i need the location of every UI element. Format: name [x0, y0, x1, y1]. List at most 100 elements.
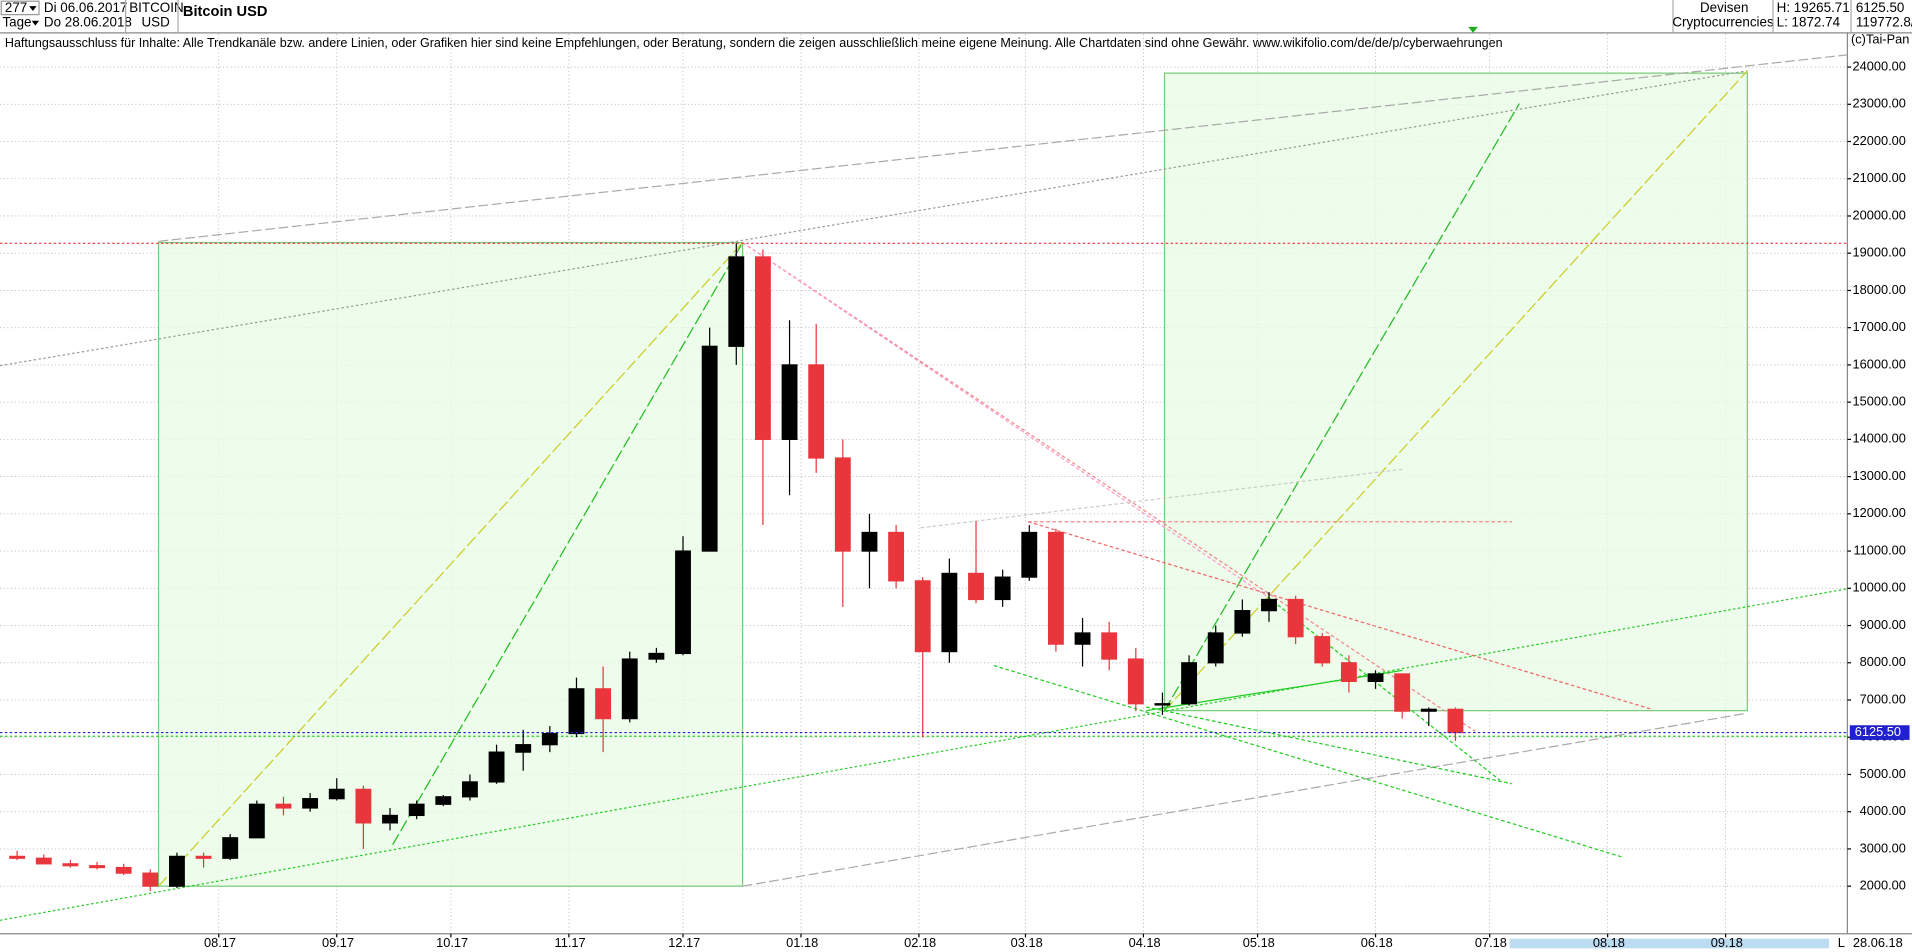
marker [1468, 26, 1478, 33]
candle-body [62, 863, 79, 867]
candle-body [888, 531, 905, 582]
disclaimer: Haftungsausschluss für Inhalte: Alle Tre… [5, 36, 1503, 50]
candle-body [941, 572, 958, 653]
candle-body [1181, 662, 1198, 705]
candle-body [914, 580, 931, 653]
copyright: (c)Tai-Pan [1851, 32, 1909, 47]
candle-body [1021, 531, 1038, 578]
candle-body [834, 457, 851, 552]
x-tick-label: 07.18 [1475, 935, 1507, 950]
candle-body [1287, 598, 1304, 638]
x-tick-label: 08.17 [204, 935, 236, 950]
trend-line [158, 54, 1848, 242]
trend-line [1163, 103, 1520, 711]
candle-body [861, 531, 878, 552]
candle-body [195, 855, 212, 859]
candle-body [1447, 708, 1464, 734]
y-tick-label: 11000.00 [1853, 542, 1905, 557]
candle-body [1394, 673, 1411, 712]
candle-body [515, 744, 532, 753]
y-tick-label: 21000.00 [1853, 170, 1906, 185]
trend-line [742, 712, 1748, 887]
candle-body [382, 814, 398, 824]
y-tick-label: 8000.00 [1860, 654, 1906, 669]
y-tick-label: 17000.00 [1853, 319, 1906, 334]
x-tick-label: 04.18 [1129, 935, 1161, 950]
candle-body [35, 857, 52, 865]
x-tick-label: 01.18 [786, 935, 818, 950]
last-price-box [1849, 725, 1910, 740]
candle-body [89, 865, 105, 869]
y-tick-label: 2000.00 [1860, 878, 1906, 893]
x-tick-label: 09.18 [1711, 935, 1743, 950]
candle-body [808, 364, 825, 459]
candle-body [115, 866, 132, 874]
y-tick-label: 4000.00 [1860, 803, 1906, 818]
candle-body [1047, 531, 1064, 645]
period[interactable]: Tage [2, 15, 31, 30]
dropdown-icon [31, 20, 40, 26]
candle-body [408, 803, 425, 817]
candle-body [9, 855, 26, 859]
y-tick-label: 12000.00 [1853, 505, 1906, 520]
candle-body [1420, 708, 1437, 712]
y-tick-label: 10000.00 [1853, 580, 1906, 595]
x-tick-label: 05.18 [1243, 935, 1275, 950]
candle-body [1154, 703, 1171, 706]
end-date: 28.06.18 [1853, 935, 1903, 950]
trend-line [1267, 596, 1501, 781]
y-tick-label: 14000.00 [1853, 431, 1906, 446]
trend-line [1027, 521, 1653, 711]
x-tick-label: 06.18 [1361, 935, 1393, 950]
candle-body [968, 572, 984, 601]
candle-body [142, 872, 159, 887]
candle-body [1340, 662, 1357, 682]
y-tick-label: 22000.00 [1853, 133, 1906, 148]
y-tick-label: 18000.00 [1853, 282, 1906, 297]
candle-body [648, 652, 665, 660]
bars-box[interactable] [0, 0, 40, 16]
candle-body [328, 788, 345, 800]
candle-body [1101, 632, 1118, 660]
period-low: L: 1872.74 [1777, 15, 1841, 30]
candle-body [675, 550, 691, 655]
candle-body [701, 345, 718, 552]
chart-title: Bitcoin USD [183, 4, 268, 20]
x-tick-label: 09.17 [322, 935, 354, 950]
candle-body [169, 855, 185, 887]
candle-body [355, 788, 372, 824]
corner-label: L [1838, 935, 1845, 950]
x-tick-label: 03.18 [1011, 935, 1043, 950]
date-to: Do 28.06.2018 [44, 15, 132, 30]
y-tick-label: 13000.00 [1853, 468, 1906, 483]
candle-body [435, 796, 452, 805]
candle-body [1234, 610, 1251, 634]
period-high: H: 19265.71 [1777, 0, 1850, 15]
symbol: BITCOIN [129, 0, 183, 15]
candle-body [1367, 673, 1384, 682]
candle-body [754, 256, 771, 440]
y-tick-label: 24000.00 [1853, 58, 1906, 73]
x-tick-label: 08.18 [1593, 935, 1625, 950]
dropdown-icon [29, 6, 37, 11]
candle-body [541, 732, 558, 746]
candle-body [568, 688, 585, 735]
y-tick-label: 16000.00 [1853, 356, 1906, 371]
candle-body [1074, 632, 1091, 645]
candle-body [595, 688, 612, 720]
y-tick-label: 7000.00 [1860, 691, 1906, 706]
candle-body [488, 751, 505, 783]
candle-body [275, 803, 292, 809]
candle-body [994, 576, 1011, 601]
candle-body [781, 364, 798, 440]
trend-line [742, 242, 1269, 598]
x-tick-label: 10.17 [436, 935, 468, 950]
scrollbar[interactable] [1509, 938, 1830, 949]
trend-line [0, 588, 1848, 921]
x-tick-label: 11.17 [555, 935, 586, 950]
y-tick-label: 9000.00 [1860, 617, 1906, 632]
group: Devisen [1700, 0, 1748, 15]
